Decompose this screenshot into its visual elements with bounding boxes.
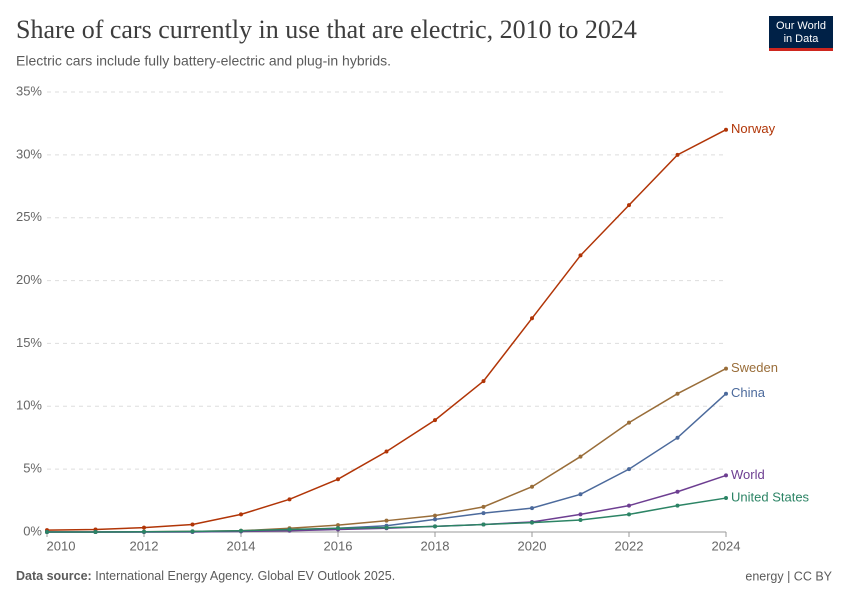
x-tick-label: 2018 [421,538,450,553]
point [530,484,534,489]
y-tick-label: 35% [16,83,42,98]
point [627,503,631,508]
point [675,489,680,494]
x-tick-label: 2024 [712,538,741,553]
x-tick-label: 2020 [518,538,547,553]
point [336,526,340,531]
point [675,503,680,508]
point [675,435,680,440]
point [336,477,340,482]
point [384,449,389,454]
point [190,529,195,534]
point [481,379,486,384]
logo-text: Our World [776,20,826,32]
point [433,418,437,423]
point [627,512,631,517]
point [530,316,534,321]
x-tick-label: 2016 [324,538,353,553]
chart-subtitle: Electric cars include fully battery-elec… [16,53,391,69]
y-tick-label: 15% [16,335,42,350]
point [530,520,534,525]
point [190,522,195,527]
x-tick-label: 2022 [615,538,644,553]
logo-bar [769,48,833,51]
point [578,454,583,459]
point [93,530,98,534]
logo-box [769,16,833,48]
point [239,528,243,533]
series-label: World [731,467,765,482]
point [45,530,49,534]
y-tick-label: 0% [23,523,42,538]
point [724,127,728,132]
series-label: Norway [731,121,776,136]
point [336,523,340,528]
point [675,152,680,157]
source-label: Data source: [16,569,92,583]
series-label: Sweden [731,360,778,375]
point [287,527,292,532]
series-label: China [731,385,766,400]
point [530,506,534,511]
point [481,511,486,516]
point [675,391,680,396]
point [433,524,437,529]
y-tick-label: 20% [16,272,42,287]
y-tick-label: 5% [23,461,42,476]
point [724,391,728,396]
y-tick-label: 30% [16,146,42,161]
x-tick-label: 2012 [130,538,159,553]
point [578,512,583,517]
point [724,473,728,478]
point [627,467,631,472]
point [384,525,389,530]
point [724,366,728,371]
y-tick-label: 25% [16,209,42,224]
point [287,497,292,502]
logo-text: in Data [784,33,820,45]
point [724,496,728,501]
chart-title: Share of cars currently in use that are … [16,15,637,44]
point [142,529,146,534]
source-text: International Energy Agency. Global EV O… [95,569,395,583]
point [433,513,437,518]
source: Data source: International Energy Agency… [16,569,395,583]
x-tick-label: 2014 [227,538,256,553]
license: energy | CC BY [745,569,832,583]
x-tick-label: 2010 [47,538,76,553]
point [578,492,583,497]
point [627,203,631,208]
point [578,518,583,523]
point [142,525,146,530]
point [239,512,243,517]
point [481,504,486,509]
point [627,420,631,425]
y-tick-label: 10% [16,398,42,413]
point [578,253,583,258]
point [384,518,389,523]
point [481,522,486,527]
series-label: United States [731,489,810,504]
point [433,517,437,522]
